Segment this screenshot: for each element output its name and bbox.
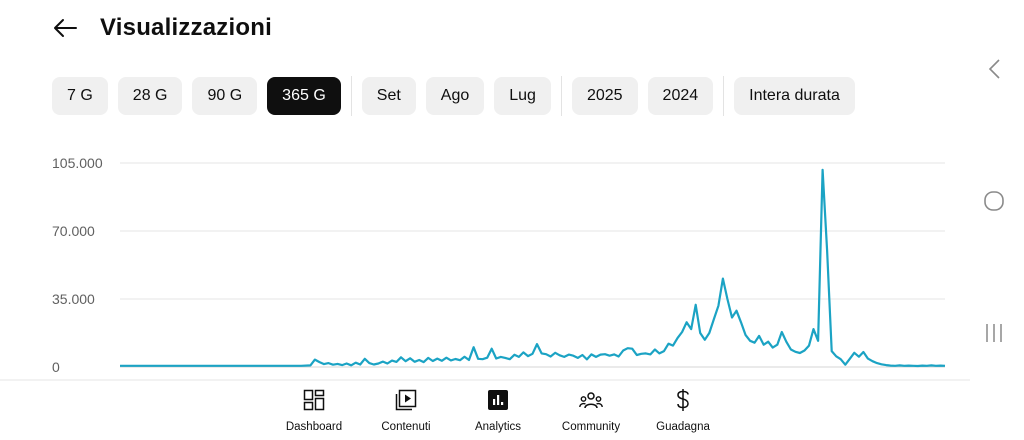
nav-analytics[interactable]: Analytics [468, 388, 528, 433]
dashboard-icon [302, 388, 326, 412]
date-range-chips: 7 G 28 G 90 G 365 G Set Ago Lug 2025 202… [52, 76, 865, 116]
nav-community-label: Community [561, 421, 621, 433]
nav-dashboard[interactable]: Dashboard [284, 388, 344, 433]
chip-28-days[interactable]: 28 G [117, 77, 183, 115]
nav-earn[interactable]: Guadagna [652, 388, 714, 433]
nav-content-label: Contenuti [381, 421, 431, 433]
community-icon [579, 388, 603, 412]
content-icon [394, 388, 418, 412]
chart-grid [0, 162, 970, 381]
chip-month-ago[interactable]: Ago [425, 77, 485, 115]
chip-7-days[interactable]: 7 G [52, 77, 108, 115]
page-header: Visualizzazioni [52, 12, 272, 44]
analytics-icon [486, 388, 510, 412]
y-tick-label: 105.000 [52, 155, 103, 171]
y-tick-label: 70.000 [52, 223, 95, 239]
chip-365-days[interactable]: 365 G [267, 77, 341, 115]
chip-year-2025[interactable]: 2025 [571, 77, 638, 115]
y-tick-label: 35.000 [52, 291, 95, 307]
nav-content[interactable]: Contenuti [376, 388, 436, 433]
nav-earn-label: Guadagna [656, 421, 710, 433]
system-back-button[interactable] [983, 58, 1005, 80]
dollar-icon [671, 388, 695, 412]
page-title: Visualizzazioni [100, 14, 272, 41]
recents-icon [986, 324, 1002, 342]
chip-divider [560, 76, 562, 116]
arrow-left-icon [54, 19, 77, 37]
y-axis-ticks: 0 35.000 70.000 105.000 [52, 155, 103, 375]
chip-divider [350, 76, 352, 116]
nav-analytics-label: Analytics [474, 421, 522, 433]
system-recents-button[interactable] [983, 322, 1005, 344]
system-home-button[interactable] [983, 190, 1005, 212]
chip-lifetime[interactable]: Intera durata [734, 77, 855, 115]
series-line-views [120, 168, 946, 368]
chip-month-sep[interactable]: Set [361, 77, 416, 115]
back-button[interactable] [52, 15, 78, 41]
chip-month-lug[interactable]: Lug [494, 77, 551, 115]
home-circle-icon [984, 191, 1004, 211]
nav-community[interactable]: Community [556, 388, 626, 433]
chip-divider [723, 76, 725, 116]
chevron-left-icon [988, 59, 1000, 79]
bottom-nav: Dashboard Contenuti Analytics [0, 382, 1024, 440]
views-line-chart: 0 35.000 70.000 105.000 [0, 155, 970, 381]
y-tick-label: 0 [52, 359, 60, 375]
nav-dashboard-label: Dashboard [285, 421, 343, 433]
chip-90-days[interactable]: 90 G [192, 77, 258, 115]
chip-year-2024[interactable]: 2024 [647, 77, 714, 115]
